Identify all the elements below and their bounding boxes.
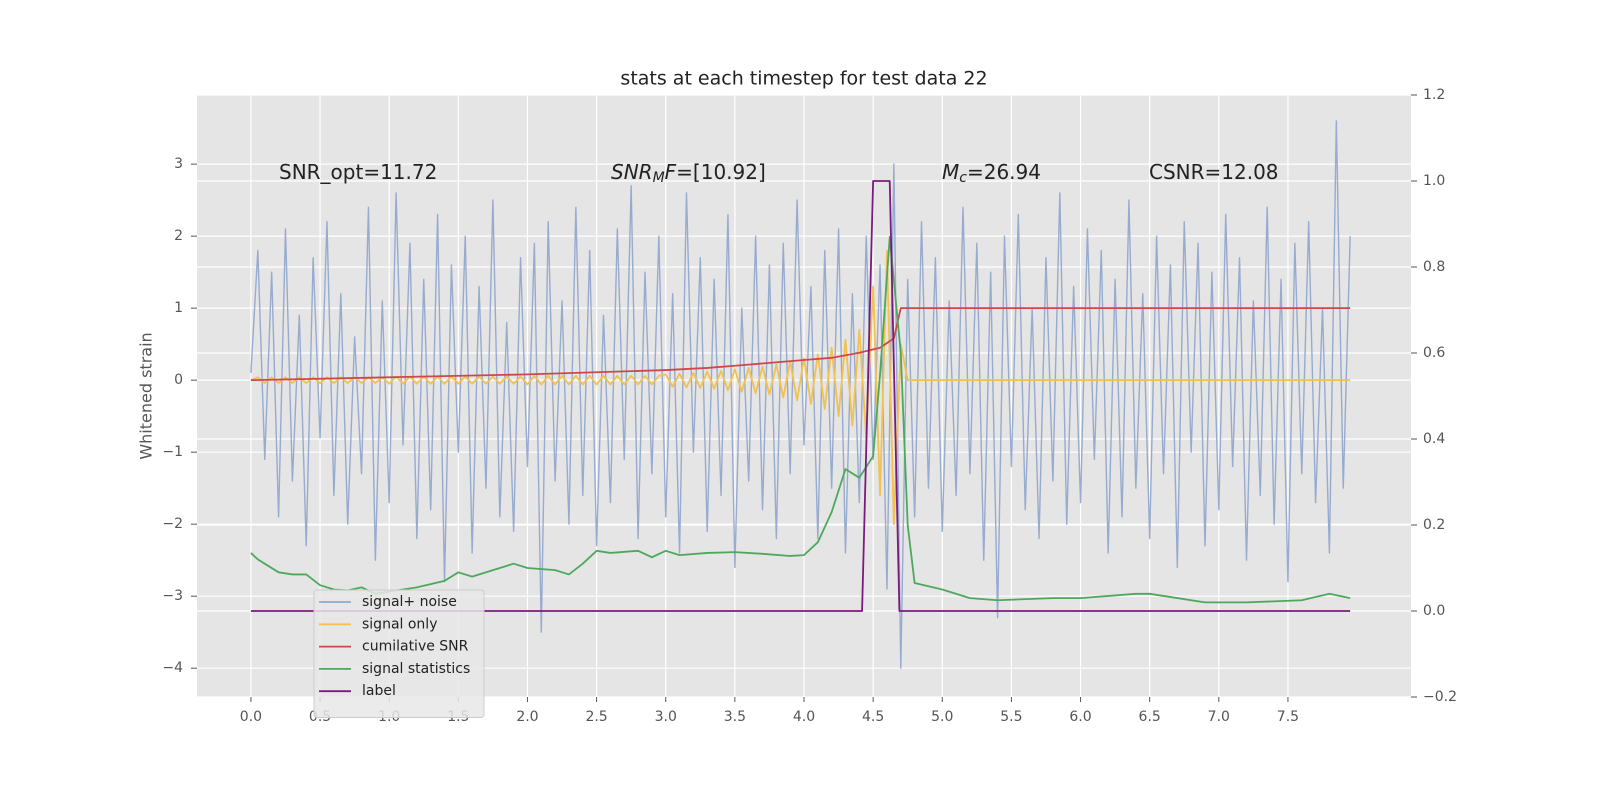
series-line bbox=[250, 236, 1351, 604]
y2-tick-label: 0.6 bbox=[1423, 345, 1445, 361]
y-tick-label: −3 bbox=[162, 588, 183, 604]
x-tick-label: 0.0 bbox=[240, 709, 262, 725]
y2-tick-label: 0.4 bbox=[1423, 431, 1445, 447]
y-tick-label: −2 bbox=[162, 516, 183, 532]
y2-tick-label: 0.2 bbox=[1423, 517, 1445, 533]
series-line bbox=[250, 120, 1351, 669]
x-tick-label: 7.5 bbox=[1277, 709, 1299, 725]
chart-title: stats at each timestep for test data 22 bbox=[620, 68, 987, 90]
annotation-part: CSNR=12.08 bbox=[1149, 160, 1279, 184]
legend-label: signal+ noise bbox=[362, 594, 457, 610]
legend-label: cumilative SNR bbox=[362, 639, 469, 655]
legend-label: signal only bbox=[362, 616, 437, 632]
annotation-part: SNR_opt=11.72 bbox=[279, 160, 437, 184]
y-tick-label: −4 bbox=[162, 660, 183, 676]
annotation-part: SNR bbox=[611, 160, 653, 184]
annotation: SNR_opt=11.72 bbox=[279, 160, 437, 184]
x-tick-label: 3.0 bbox=[655, 709, 677, 725]
annotation-part: =26.94 bbox=[967, 160, 1041, 184]
y-tick-label: 2 bbox=[174, 228, 183, 244]
y-tick-label: 3 bbox=[174, 156, 183, 172]
annotation: CSNR=12.08 bbox=[1149, 160, 1279, 184]
y2-tick-label: 0.8 bbox=[1423, 259, 1445, 275]
x-tick-label: 5.0 bbox=[931, 709, 953, 725]
annotation: Mc=26.94 bbox=[942, 160, 1041, 187]
x-tick-label: 2.5 bbox=[585, 709, 607, 725]
y-tick-label: 1 bbox=[174, 300, 183, 316]
legend: signal+ noise signal only cumilative SNR si… bbox=[313, 589, 485, 718]
y-tick-label: −1 bbox=[162, 444, 183, 460]
annotation-part: c bbox=[959, 170, 967, 186]
series-line bbox=[250, 180, 1351, 612]
series-line bbox=[250, 249, 1351, 526]
x-tick-label: 5.5 bbox=[1000, 709, 1022, 725]
y2-tick-label: 1.2 bbox=[1423, 87, 1445, 103]
annotation-part: =[10.92] bbox=[676, 160, 766, 184]
annotation-part: M bbox=[942, 160, 959, 184]
x-tick-label: 3.5 bbox=[724, 709, 746, 725]
annotation: SNRMF=[10.92] bbox=[611, 160, 766, 187]
y2-tick-label: −0.2 bbox=[1423, 689, 1457, 705]
annotation-part: M bbox=[653, 170, 665, 186]
x-tick-label: 4.0 bbox=[793, 709, 815, 725]
legend-label: signal statistics bbox=[362, 661, 470, 677]
y-axis-label: Whitened strain bbox=[137, 332, 156, 459]
legend-box bbox=[313, 589, 485, 718]
legend-label: label bbox=[362, 683, 396, 699]
y-tick-label: 0 bbox=[174, 372, 183, 388]
x-tick-label: 7.0 bbox=[1208, 709, 1230, 725]
y2-tick-label: 0.0 bbox=[1423, 603, 1445, 619]
x-tick-label: 4.5 bbox=[862, 709, 884, 725]
x-tick-label: 2.0 bbox=[516, 709, 538, 725]
plot-lines bbox=[250, 120, 1351, 669]
x-tick-label: 6.5 bbox=[1139, 709, 1161, 725]
annotation-part: F bbox=[665, 160, 677, 184]
y2-tick-label: 1.0 bbox=[1423, 173, 1445, 189]
x-tick-label: 6.0 bbox=[1069, 709, 1091, 725]
